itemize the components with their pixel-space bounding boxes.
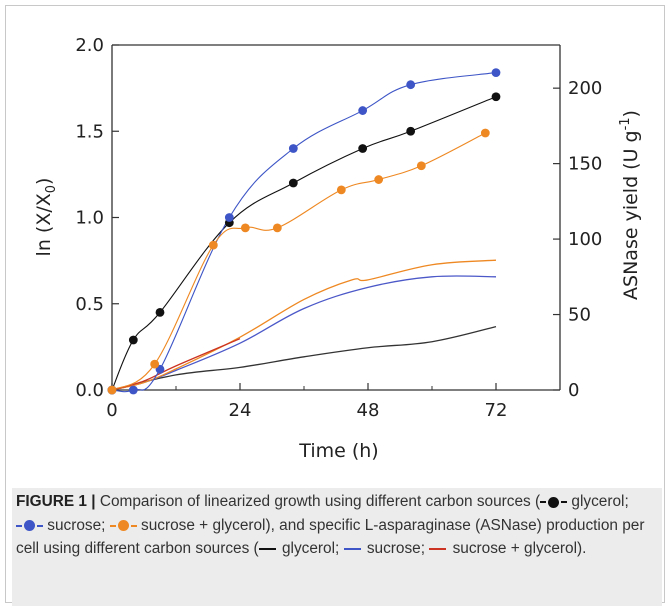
yield-line-sucrose <box>111 275 497 391</box>
growth-point-glycerol <box>128 335 138 345</box>
x-tick-label: 48 <box>357 400 380 421</box>
growth-point-sucrose-glycerol <box>208 240 218 250</box>
growth-point-sucrose-glycerol <box>240 223 250 233</box>
left-y-tick-label: 1.5 <box>75 121 104 142</box>
left-y-tick-label: 0.0 <box>75 380 104 401</box>
growth-point-sucrose-glycerol <box>107 385 117 395</box>
caption-line-sucrose: sucrose; <box>366 540 426 558</box>
tick-labels: 0 24 48 72 0.0 0.5 1.0 1.5 2.0 0 50 100 150 200 <box>75 35 602 421</box>
sucrose-marker-icon <box>16 514 43 537</box>
left-y-axis-label: ln (X/X0) <box>33 178 59 257</box>
yield-line-glycerol <box>111 325 497 391</box>
figure-caption: FIGURE 1 | Comparison of linearized grow… <box>16 490 648 560</box>
growth-point-sucrose <box>288 144 298 153</box>
growth-point-sucrose <box>491 68 501 77</box>
growth-point-sucrose <box>128 385 138 395</box>
chart: 0 24 48 72 0.0 0.5 1.0 1.5 2.0 0 50 100 150 200 Time … <box>33 35 642 462</box>
sucrose-glycerol-line-icon <box>429 548 447 550</box>
caption-label: FIGURE 1 | <box>16 493 96 510</box>
right-y-tick-label: 0 <box>568 380 579 401</box>
left-y-tick-label: 0.5 <box>75 294 104 315</box>
sucrose-glycerol-marker-icon <box>109 514 137 537</box>
yield-line-sucrose-glycerol <box>111 259 497 391</box>
right-y-axis-label: ASNase yield (U g-1) <box>618 110 642 300</box>
growth-line-sucrose-glycerol <box>111 132 486 391</box>
growth-point-glycerol <box>155 307 165 317</box>
growth-points <box>107 68 501 395</box>
growth-point-sucrose <box>358 106 368 115</box>
sucrose-line-icon <box>343 548 361 550</box>
caption-part1: Comparison of linearized growth using di… <box>95 493 541 510</box>
x-tick-label: 24 <box>229 400 252 421</box>
glycerol-marker-icon <box>540 490 568 513</box>
caption-line-glycerol: glycerol; <box>281 540 340 558</box>
glycerol-line-icon <box>258 548 276 550</box>
growth-point-sucrose-glycerol <box>480 128 490 138</box>
growth-point-sucrose-glycerol <box>150 359 160 369</box>
growth-point-glycerol <box>358 144 368 153</box>
x-tick-label: 0 <box>106 400 117 421</box>
axes <box>111 44 561 391</box>
growth-point-glycerol <box>288 178 298 188</box>
growth-point-sucrose-glycerol <box>336 185 346 195</box>
growth-point-glycerol <box>491 92 501 102</box>
left-y-tick-label: 1.0 <box>75 208 104 229</box>
growth-point-sucrose-glycerol <box>374 175 384 184</box>
yield-lines <box>111 259 497 391</box>
caption-glycerol: glycerol; <box>571 493 629 510</box>
right-y-tick-label: 100 <box>568 229 602 250</box>
left-y-tick-label: 2.0 <box>75 35 104 56</box>
right-y-tick-label: 200 <box>568 78 602 99</box>
growth-point-glycerol <box>406 126 416 136</box>
right-y-tick-label: 50 <box>568 305 591 326</box>
x-tick-label: 72 <box>485 400 508 421</box>
caption-sucrose: sucrose; <box>47 516 106 534</box>
growth-point-sucrose <box>406 80 416 90</box>
caption-part2: and specific L-asparaginase (ASNase) pro… <box>16 516 645 558</box>
x-axis-label: Time (h) <box>298 440 378 462</box>
growth-lines <box>111 72 497 393</box>
growth-point-sucrose-glycerol <box>416 161 426 171</box>
caption-sucrose-glycerol: sucrose + glycerol), <box>141 516 275 534</box>
caption-line-sucrose-glycerol: sucrose + glycerol). <box>452 540 587 558</box>
growth-point-sucrose-glycerol <box>272 223 282 233</box>
growth-point-sucrose <box>224 213 234 222</box>
right-y-tick-label: 150 <box>568 154 602 175</box>
yield-line-sucrose-glycerol-red-trace- <box>111 338 241 391</box>
